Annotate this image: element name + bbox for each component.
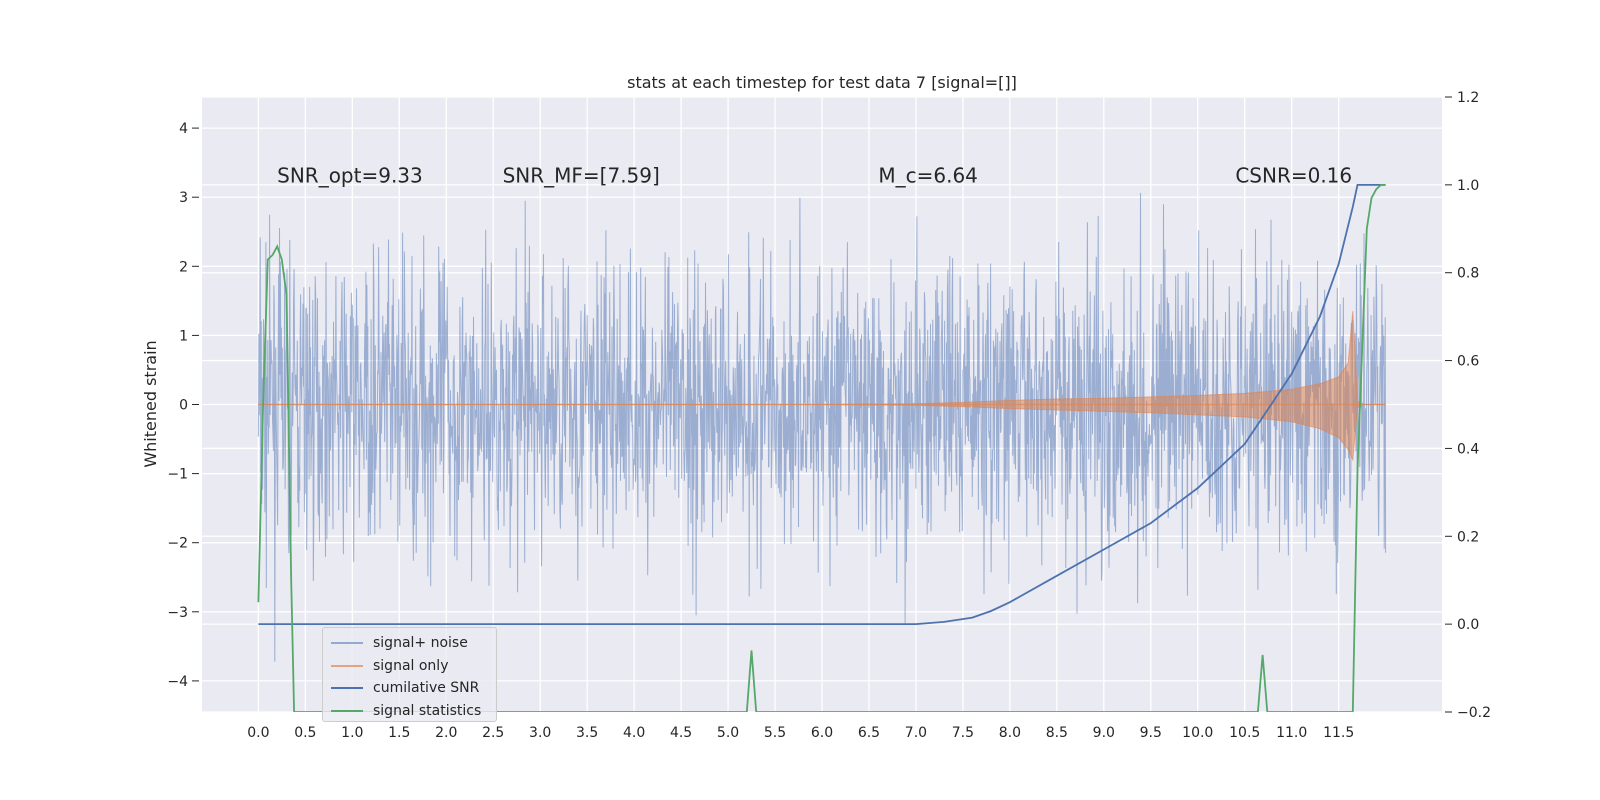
x-tick-label: 7.5 bbox=[952, 725, 974, 741]
x-tick-label: 3.5 bbox=[576, 725, 598, 741]
x-tick-label: 6.5 bbox=[858, 725, 880, 741]
x-tick-label: 5.5 bbox=[764, 725, 786, 741]
legend-swatch bbox=[331, 687, 363, 690]
series-signal-noise bbox=[257, 192, 1387, 662]
x-tick-label: 5.0 bbox=[717, 725, 739, 741]
y-tick-label: 0 bbox=[179, 398, 188, 414]
y2-tick-label: 0.8 bbox=[1457, 266, 1479, 282]
annotation-snr-opt: SNR_opt=9.33 bbox=[277, 163, 423, 187]
legend-label: cumilative SNR bbox=[373, 680, 480, 697]
y-axis-label: Whitened strain bbox=[141, 340, 160, 467]
legend-label: signal statistics bbox=[373, 702, 482, 719]
y2-tick-label: 0.4 bbox=[1457, 441, 1479, 457]
x-tick-label: 2.5 bbox=[482, 725, 504, 741]
x-tick-label: 7.0 bbox=[905, 725, 927, 741]
y-tick-label: −2 bbox=[167, 536, 188, 552]
legend-item: cumilative SNR bbox=[323, 677, 496, 700]
legend-item: signal+ noise bbox=[323, 632, 496, 655]
x-tick-label: 0.0 bbox=[247, 725, 269, 741]
series-signal-statistics bbox=[257, 184, 1386, 712]
series-cumilative-snr bbox=[258, 184, 1386, 625]
y2-tick-label: 1.0 bbox=[1457, 178, 1479, 194]
y2-tick-label: 0.6 bbox=[1457, 354, 1479, 370]
annotations: SNR_opt=9.33 SNR_MF=[7.59] M_c=6.64 CSNR=0.… bbox=[277, 163, 1352, 187]
x-tick-label: 9.0 bbox=[1093, 725, 1115, 741]
legend-label: signal only bbox=[373, 657, 449, 674]
legend-swatch bbox=[331, 664, 363, 667]
legend-label: signal+ noise bbox=[373, 635, 468, 652]
x-tick-label: 10.5 bbox=[1229, 725, 1260, 741]
legend-swatch bbox=[331, 709, 363, 712]
plot-series bbox=[257, 184, 1387, 712]
series-signal-only bbox=[258, 311, 1386, 462]
x-tick-label: 9.5 bbox=[1140, 725, 1162, 741]
y2-tick-label: −0.2 bbox=[1457, 705, 1491, 721]
y-tick-label: −1 bbox=[167, 467, 188, 483]
legend-swatch bbox=[331, 642, 363, 645]
annotation-mc: M_c=6.64 bbox=[878, 163, 978, 187]
x-tick-label: 1.5 bbox=[388, 725, 410, 741]
y-tick-label: 4 bbox=[179, 121, 188, 137]
x-tick-label: 6.0 bbox=[811, 725, 833, 741]
x-tick-label: 0.5 bbox=[294, 725, 316, 741]
x-tick-label: 1.0 bbox=[341, 725, 363, 741]
x-tick-label: 11.0 bbox=[1276, 725, 1307, 741]
legend-item: signal statistics bbox=[323, 700, 496, 723]
x-tick-label: 10.0 bbox=[1182, 725, 1213, 741]
chart-title: stats at each timestep for test data 7 [… bbox=[627, 73, 1017, 92]
y2-tick-label: 1.2 bbox=[1457, 90, 1479, 106]
y-tick-label: 3 bbox=[179, 190, 188, 206]
y2-tick-label: 0.2 bbox=[1457, 529, 1479, 545]
x-tick-label: 8.0 bbox=[999, 725, 1021, 741]
annotation-snr-mf: SNR_MF=[7.59] bbox=[503, 163, 660, 187]
x-tick-label: 4.0 bbox=[623, 725, 645, 741]
x-tick-label: 8.5 bbox=[1046, 725, 1068, 741]
y-tick-label: 2 bbox=[179, 259, 188, 275]
y-tick-label: 1 bbox=[179, 328, 188, 344]
axis-ticks: 0.0 0.5 1.0 1.5 2.0 2.5 3.0 3.5 4.0 4.5 5.0 5.5 6.0 6… bbox=[167, 90, 1491, 741]
legend-item: signal only bbox=[323, 655, 496, 678]
x-tick-label: 3.0 bbox=[529, 725, 551, 741]
x-tick-label: 2.0 bbox=[435, 725, 457, 741]
x-tick-label: 4.5 bbox=[670, 725, 692, 741]
y2-tick-label: 0.0 bbox=[1457, 617, 1479, 633]
y-tick-label: −3 bbox=[167, 605, 188, 621]
x-tick-label: 11.5 bbox=[1323, 725, 1354, 741]
legend: signal+ noise signal only cumilative SNR si… bbox=[322, 627, 497, 722]
annotation-csnr: CSNR=0.16 bbox=[1235, 163, 1352, 187]
y-tick-label: −4 bbox=[167, 674, 188, 690]
